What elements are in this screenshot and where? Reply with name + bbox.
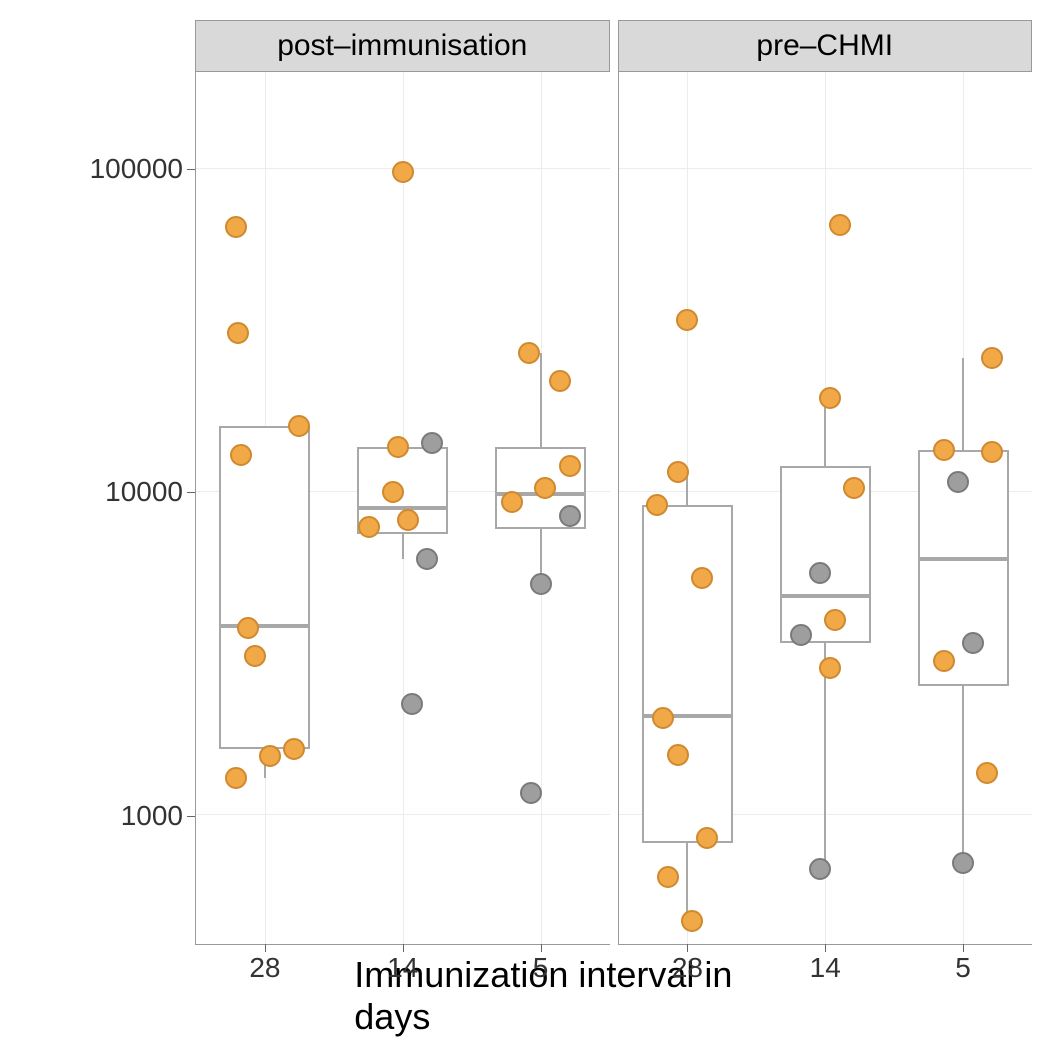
x-tick-label: 28 <box>249 952 280 984</box>
facet-panels: post–immunisation28145pre–CHMI28145 <box>195 20 1032 945</box>
data-point <box>534 477 556 499</box>
data-point <box>416 548 438 570</box>
data-point <box>225 767 247 789</box>
x-tick-mark <box>541 944 542 952</box>
facet-strip-label: pre–CHMI <box>618 20 1033 72</box>
data-point <box>681 910 703 932</box>
data-point <box>809 858 831 880</box>
x-tick-mark <box>687 944 688 952</box>
data-point <box>790 624 812 646</box>
data-point <box>819 657 841 679</box>
y-tick-mark <box>187 816 195 817</box>
data-point <box>283 738 305 760</box>
data-point <box>518 342 540 364</box>
x-tick-mark <box>265 944 266 952</box>
x-axis-title: Immunization interval in days <box>354 954 812 1038</box>
data-point <box>952 852 974 874</box>
data-point <box>225 216 247 238</box>
box <box>642 505 733 843</box>
data-point <box>676 309 698 331</box>
data-point <box>819 387 841 409</box>
data-point <box>809 562 831 584</box>
data-point <box>646 494 668 516</box>
data-point <box>227 322 249 344</box>
data-point <box>981 441 1003 463</box>
whisker-lower <box>686 843 688 921</box>
data-point <box>421 432 443 454</box>
data-point <box>962 632 984 654</box>
data-point <box>981 347 1003 369</box>
data-point <box>824 609 846 631</box>
data-point <box>549 370 571 392</box>
data-point <box>397 509 419 531</box>
data-point <box>382 481 404 503</box>
data-point <box>520 782 542 804</box>
data-point <box>933 439 955 461</box>
data-point <box>559 505 581 527</box>
whisker-lower <box>962 686 964 863</box>
x-tick-label: 5 <box>955 952 971 984</box>
median-line <box>918 557 1009 561</box>
data-point <box>652 707 674 729</box>
data-point <box>976 762 998 784</box>
y-tick-label: 1000 <box>63 800 183 832</box>
data-point <box>387 436 409 458</box>
boxplot-group <box>357 72 448 944</box>
data-point <box>401 693 423 715</box>
boxplot-group <box>918 72 1009 944</box>
whisker-upper <box>962 358 964 450</box>
data-point <box>947 471 969 493</box>
boxplot-group <box>219 72 310 944</box>
median-line <box>780 594 871 598</box>
box <box>219 426 310 749</box>
x-tick-label: 28 <box>672 952 703 984</box>
median-line <box>219 624 310 628</box>
plot-area: 28145 <box>195 72 610 945</box>
chart-root: Net OD 1.0 anti–PfCSP IgG by ELISA Immun… <box>0 0 1042 1050</box>
x-tick-label: 14 <box>387 952 418 984</box>
data-point <box>933 650 955 672</box>
data-point <box>501 491 523 513</box>
boxplot-group <box>780 72 871 944</box>
data-point <box>691 567 713 589</box>
plot-area: 28145 <box>618 72 1033 945</box>
facet-panel: pre–CHMI28145 <box>618 20 1033 945</box>
facet-panel: post–immunisation28145 <box>195 20 610 945</box>
data-point <box>358 516 380 538</box>
whisker-lower <box>402 534 404 559</box>
y-tick-label: 10000 <box>63 476 183 508</box>
data-point <box>667 461 689 483</box>
data-point <box>288 415 310 437</box>
facet-strip-label: post–immunisation <box>195 20 610 72</box>
x-tick-mark <box>403 944 404 952</box>
data-point <box>244 645 266 667</box>
data-point <box>530 573 552 595</box>
data-point <box>667 744 689 766</box>
data-point <box>657 866 679 888</box>
data-point <box>237 617 259 639</box>
x-tick-label: 5 <box>533 952 549 984</box>
data-point <box>843 477 865 499</box>
y-tick-mark <box>187 169 195 170</box>
y-tick-mark <box>187 492 195 493</box>
x-tick-mark <box>963 944 964 952</box>
data-point <box>696 827 718 849</box>
whisker-upper <box>540 353 542 447</box>
y-tick-label: 100000 <box>63 153 183 185</box>
data-point <box>829 214 851 236</box>
data-point <box>559 455 581 477</box>
data-point <box>259 745 281 767</box>
data-point <box>392 161 414 183</box>
data-point <box>230 444 252 466</box>
x-tick-mark <box>825 944 826 952</box>
x-tick-label: 14 <box>810 952 841 984</box>
